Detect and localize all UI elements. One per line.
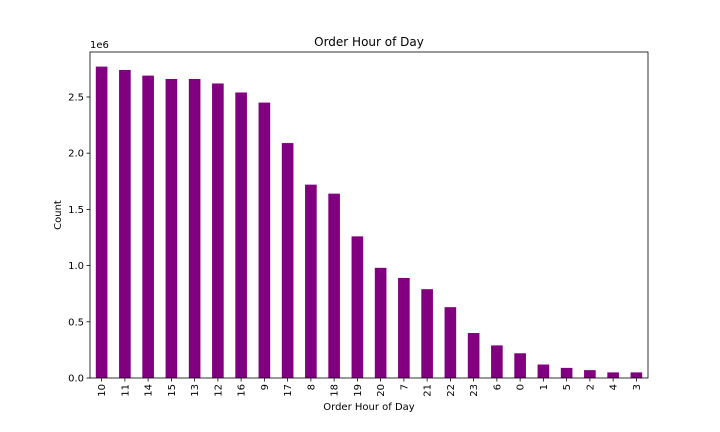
plot-frame [89,51,649,379]
bars-group [95,66,643,379]
x-tick-label: 2 [585,384,596,390]
x-tick-label: 13 [190,384,201,397]
y-tick-label: 1.0 [68,261,84,272]
x-tick-label: 8 [306,384,317,390]
y-tick-label: 0.0 [68,374,84,385]
y-tick-label: 2.5 [68,92,84,103]
x-tick-label: 19 [353,384,364,397]
x-axis-label: Order Hour of Day [323,402,415,413]
bar-hour-23 [467,333,480,378]
bar-hour-2 [584,370,596,378]
bar-hour-4 [607,372,619,378]
y-axis-label: Count [53,200,64,230]
bar-hour-19 [351,236,364,378]
x-tick-label: 1 [539,384,550,390]
bar-hour-18 [328,193,340,378]
bar-hour-17 [281,143,294,378]
x-tick-label: 16 [237,384,248,397]
bar-hour-5 [560,367,573,378]
bar-hour-21 [421,289,433,378]
x-axis-ticks: 10 11 14 15 13 12 16 9 17 8 18 19 20 7 21 22 23 6 0 1 5 2 4 3 [97,378,643,397]
y-tick-label: 2.0 [68,149,84,160]
bar-hour-6 [491,345,503,378]
bar-hour-15 [165,78,178,378]
x-tick-label: 9 [260,384,271,390]
x-tick-label: 3 [632,384,643,390]
x-tick-label: 11 [120,384,131,397]
bar-hour-8 [305,184,317,378]
x-tick-label: 21 [423,384,434,397]
x-tick-label: 18 [330,384,341,397]
y-tick-label: 0.5 [68,317,84,328]
x-tick-label: 14 [144,384,155,397]
bar-hour-0 [514,353,526,378]
x-tick-label: 17 [283,384,294,397]
bar-hour-13 [188,78,201,378]
x-tick-label: 7 [399,384,410,390]
x-tick-label: 12 [213,384,224,397]
chart-title: Order Hour of Day [314,35,424,49]
bar-hour-22 [444,307,457,378]
bar-hour-9 [258,102,271,378]
bar-hour-12 [212,83,224,378]
x-tick-label: 5 [562,384,573,390]
x-tick-label: 6 [492,384,503,390]
x-tick-label: 20 [376,384,387,397]
bar-hour-3 [630,372,643,378]
bar-hour-10 [95,66,108,379]
y-axis-multiplier: 1e6 [90,40,109,51]
x-tick-label: 4 [609,384,620,390]
bar-hour-20 [374,267,387,378]
y-axis-ticks: 0.0 0.5 1.0 1.5 2.0 2.5 [68,92,90,385]
x-tick-label: 15 [167,384,178,397]
x-tick-label: 0 [516,384,527,390]
x-tick-label: 10 [97,384,108,397]
x-tick-label: 22 [446,384,457,397]
bar-hour-1 [537,364,550,378]
bar-hour-16 [235,92,247,378]
bar-hour-14 [142,75,154,379]
bar-hour-7 [398,277,410,378]
bar-hour-11 [119,69,131,379]
x-tick-label: 23 [469,384,480,397]
y-tick-label: 1.5 [68,205,84,216]
